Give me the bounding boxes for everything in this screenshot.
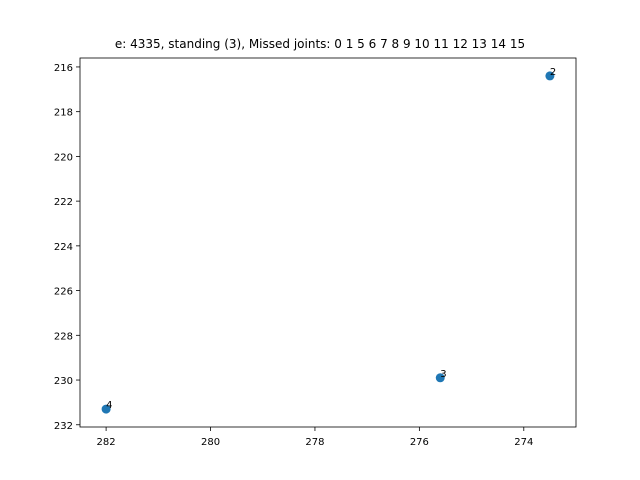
- chart-title: e: 4335, standing (3), Missed joints: 0 …: [115, 37, 525, 51]
- x-tick-label: 282: [97, 437, 116, 448]
- x-tick-label: 274: [514, 437, 533, 448]
- scatter-points: 2 3 4: [101, 67, 556, 414]
- y-tick-label: 226: [54, 287, 73, 298]
- point-label-4: 4: [106, 400, 112, 411]
- scatter-point-4: [101, 404, 111, 414]
- y-tick-label: 224: [54, 242, 73, 253]
- y-tick-label: 216: [54, 63, 73, 74]
- x-tick-label: 280: [201, 437, 220, 448]
- y-tick-label: 220: [54, 152, 73, 163]
- x-axis: 282 280 278 276 274: [97, 427, 533, 448]
- point-label-3: 3: [440, 369, 446, 380]
- x-tick-label: 276: [410, 437, 429, 448]
- point-label-2: 2: [550, 67, 556, 78]
- y-axis: 216 218 220 222 224 226 228 230 232: [54, 63, 80, 432]
- plot-area-frame: [79, 57, 577, 428]
- y-tick-label: 230: [54, 376, 73, 387]
- x-tick-label: 278: [305, 437, 324, 448]
- scatter-point-2: [545, 71, 555, 81]
- y-tick-label: 232: [54, 421, 73, 432]
- y-tick-label: 222: [54, 197, 73, 208]
- scatter-point-3: [435, 373, 445, 383]
- y-tick-label: 218: [54, 108, 73, 119]
- y-tick-label: 228: [54, 331, 73, 342]
